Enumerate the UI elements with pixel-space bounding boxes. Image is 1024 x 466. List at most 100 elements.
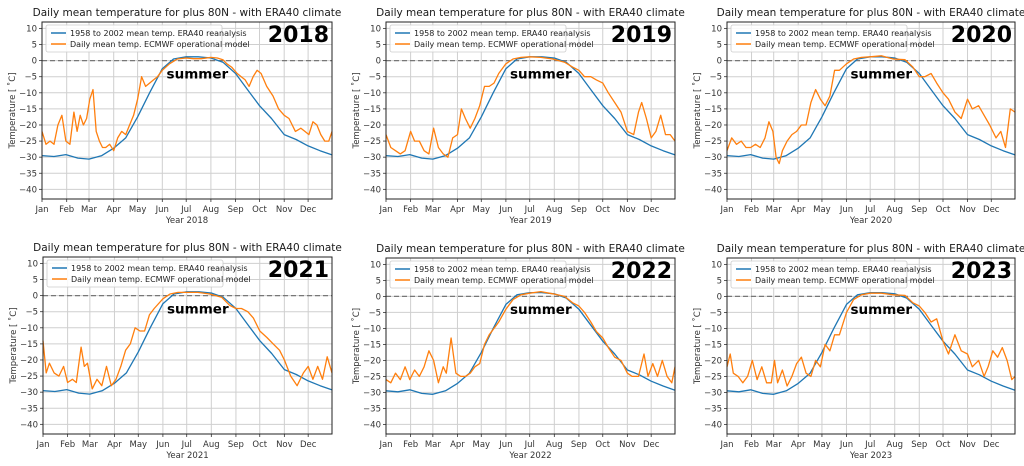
xtick-label: Jan (378, 440, 392, 450)
ytick-label: −35 (704, 404, 722, 414)
ytick-label: −25 (363, 372, 381, 382)
legend: 1958 to 2002 mean temp. ERA40 reanalysis… (45, 24, 250, 53)
series-ecmwf-operational-line (41, 56, 333, 152)
xtick-label: Dec (300, 205, 317, 215)
x-axis-label: Year 2020 (849, 216, 892, 226)
ytick-label: 5 (717, 276, 722, 286)
y-axis-label: Temperature [ ˚C] (351, 308, 362, 385)
ytick-label: −25 (20, 372, 38, 382)
xtick-label: Nov (959, 440, 976, 450)
summer-annotation: summer (850, 66, 912, 82)
chart-panel-2022: 10 5 0 −5 −10 −15 −20 −25 −30 −35 −40 Jan Feb Mar Apr M… (351, 243, 685, 461)
xtick-label: Nov (276, 440, 293, 450)
xtick-label: Oct (595, 440, 610, 450)
legend-entry: 1958 to 2002 mean temp. ERA40 reanalysis (755, 265, 932, 274)
xtick-label: Apr (791, 440, 806, 450)
ytick-label: 0 (717, 292, 722, 302)
ytick-label: −25 (704, 137, 722, 147)
ytick-label: −10 (704, 89, 722, 99)
ytick-label: 5 (32, 41, 37, 51)
ytick-label: −40 (19, 185, 37, 195)
x-axis-label: Year 2022 (508, 451, 551, 461)
ytick-label: −40 (363, 185, 381, 195)
xtick-label: Jan (34, 205, 48, 215)
xtick-label: Apr (106, 205, 121, 215)
legend: 1958 to 2002 mean temp. ERA40 reanalysis… (389, 260, 594, 289)
chart-title: Daily mean temperature for plus 80N - wi… (376, 7, 685, 19)
ytick-label: 10 (27, 259, 38, 269)
chart-panel-2023: 10 5 0 −5 −10 −15 −20 −25 −30 −35 −40 Jan Feb Mar Apr M… (692, 243, 1024, 461)
summer-annotation: summer (167, 66, 229, 82)
series-ecmwf-operational-line (726, 292, 1016, 387)
ytick-label: −5 (25, 308, 38, 318)
ytick-label: 0 (717, 57, 722, 67)
ytick-label: −10 (19, 89, 37, 99)
ytick-label: −40 (363, 420, 381, 430)
ytick-label: −20 (704, 356, 722, 366)
series-ecmwf-operational-line (42, 291, 333, 390)
ytick-label: −10 (20, 324, 38, 334)
xtick-label: Mar (425, 440, 442, 450)
xtick-label: Aug (546, 205, 563, 215)
y-axis-label: Temperature [ ˚C] (692, 72, 703, 149)
xtick-label: Feb (59, 205, 74, 215)
y-axis-label: Temperature [ ˚C] (351, 72, 362, 149)
xtick-label: Jul (864, 440, 875, 450)
year-label: 2019 (611, 23, 672, 48)
legend: 1958 to 2002 mean temp. ERA40 reanalysis… (730, 260, 935, 289)
xtick-label: Aug (886, 440, 903, 450)
legend-entry: Daily mean temp. ECMWF operational model (71, 275, 251, 284)
xtick-label: Aug (546, 440, 563, 450)
xtick-label: Nov (619, 440, 636, 450)
legend-box (389, 24, 567, 53)
legend-entry: 1958 to 2002 mean temp. ERA40 reanalysis (414, 29, 591, 38)
ytick-label: −30 (363, 388, 381, 398)
xtick-label: Sep (911, 440, 927, 450)
ytick-label: 5 (717, 41, 722, 51)
ytick-label: 0 (33, 292, 38, 302)
xtick-label: Sep (571, 440, 587, 450)
xtick-label: Aug (886, 205, 903, 215)
legend-entry: 1958 to 2002 mean temp. ERA40 reanalysis (71, 264, 248, 273)
xtick-label: Apr (107, 440, 122, 450)
legend: 1958 to 2002 mean temp. ERA40 reanalysis… (730, 24, 935, 53)
xtick-label: May (129, 205, 147, 215)
plot-frame (726, 21, 1016, 200)
legend-entry: Daily mean temp. ECMWF operational model (755, 276, 935, 285)
series-era40-climate-line (41, 56, 333, 160)
legend-box (730, 24, 908, 53)
xtick-label: May (813, 205, 831, 215)
ytick-label: −15 (19, 105, 37, 115)
y-axis-label: Temperature [ ˚C] (7, 72, 18, 149)
chart-title: Daily mean temperature for plus 80N - wi… (33, 7, 342, 19)
xtick-label: Jun (498, 440, 512, 450)
xtick-label: Feb (403, 440, 418, 450)
xtick-label: Oct (252, 205, 267, 215)
xtick-label: Nov (276, 205, 293, 215)
ytick-label: −15 (363, 105, 381, 115)
ytick-label: 5 (33, 276, 38, 286)
plot-frame (385, 21, 676, 200)
xtick-label: Feb (744, 205, 759, 215)
xtick-label: Dec (983, 205, 1000, 215)
ytick-label: 0 (32, 57, 37, 67)
xtick-label: Jun (155, 440, 169, 450)
series-ecmwf-operational-line (726, 55, 1016, 165)
xtick-label: Mar (766, 205, 783, 215)
xtick-label: Apr (450, 205, 465, 215)
ytick-label: −25 (19, 137, 37, 147)
ytick-label: −5 (709, 308, 722, 318)
x-axis-label: Year 2021 (165, 451, 208, 461)
ytick-label: −20 (20, 356, 38, 366)
year-label: 2018 (268, 23, 329, 48)
ytick-label: −25 (704, 372, 722, 382)
xtick-label: Nov (959, 205, 976, 215)
plot-frame (41, 21, 333, 200)
legend-box (389, 260, 567, 289)
chart-title: Daily mean temperature for plus 80N - wi… (33, 242, 342, 254)
xtick-label: Nov (619, 205, 636, 215)
ytick-label: −5 (368, 308, 381, 318)
ytick-label: −35 (363, 169, 381, 179)
ytick-label: 10 (26, 24, 37, 34)
xtick-label: Apr (450, 440, 465, 450)
